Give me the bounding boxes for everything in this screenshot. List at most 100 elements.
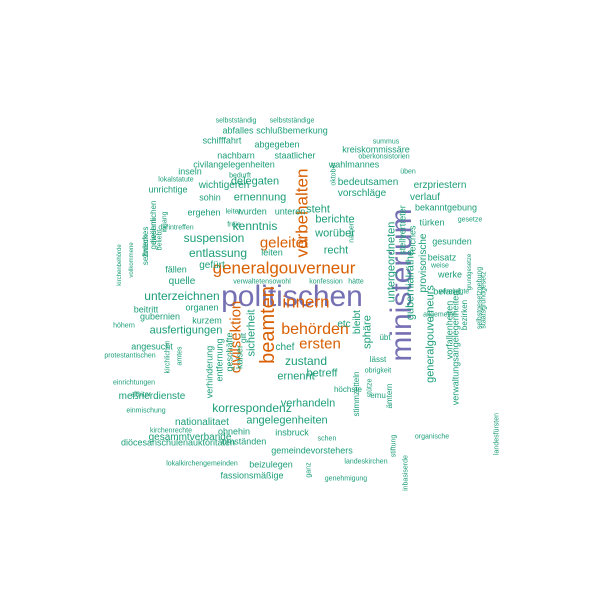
cloud-word: oberkonsistorien [358,153,410,161]
cloud-word: stiftung [390,434,398,458]
cloud-word: worüber [315,227,355,240]
cloud-word: chef [275,342,295,353]
cloud-word: wahlmannes [328,159,380,170]
cloud-word: fällen [165,264,187,275]
cloud-word: kaiser [234,344,245,370]
cloud-word: landesfürsten [493,412,501,456]
cloud-word: oktober [330,162,338,186]
cloud-word: konfession [309,278,343,286]
cloud-word: civilangelegenheiten [193,159,275,170]
cloud-word: schen [317,435,337,443]
cloud-word: abfalles [222,125,254,136]
cloud-word: verlauf [409,192,441,203]
cloud-word: lokalstatute [158,176,194,184]
cloud-word: geschäfte [224,332,235,372]
cloud-word: kenntnis [232,219,278,233]
cloud-word: bedurft [229,172,251,180]
cloud-word: kirchenbehörde [117,244,123,286]
cloud-word: einrichtungen [112,379,156,387]
cloud-word: abgegeben [254,139,300,150]
cloud-word: bleibt [352,310,363,334]
cloud-word: umständen [221,436,267,447]
cloud-word: gubernialräthe [404,249,417,321]
cloud-word: darintreffen [158,224,194,232]
cloud-word: summus [372,138,400,146]
cloud-word: leiten [261,247,283,258]
cloud-word: unrichtige [148,184,188,195]
cloud-word: fassionsmäßige [220,470,284,481]
cloud-word: bezirken [460,299,469,331]
cloud-word: obrigkeit [364,367,392,375]
cloud-word: kirchlichen [164,340,172,374]
cloud-word: bekanntgebung [414,202,478,213]
cloud-word: wurden [237,206,267,217]
cloud-word: protestantischen [104,352,156,360]
cloud-word: berichte [315,213,355,226]
cloud-word: behörden [281,321,349,338]
cloud-word: vollkommene [129,242,135,278]
cloud-word: entfernung [214,338,225,382]
cloud-word: sohin [199,192,221,203]
cloud-word: inseln [178,166,202,177]
cloud-word: emu [370,391,386,400]
cloud-word: staatsgrundgesetz [480,271,488,329]
cloud-word: arbiter [131,391,151,399]
cloud-word: einmischung [126,407,166,415]
cloud-word: entlassung [188,246,248,260]
cloud-word: verhinderung [204,345,215,399]
cloud-word: sicherheit [245,309,258,357]
cloud-word: korrespondenz [212,401,292,415]
cloud-word: geleitet [259,234,309,252]
cloud-word: grundgesetze [467,253,473,291]
cloud-word: meßnerdienste [118,391,186,402]
cloud-word: türken [419,217,445,228]
cloud-word: organische [414,433,450,441]
cloud-word: sphäre [361,315,374,349]
cloud-word: unteren [274,206,306,217]
cloud-word: recht [323,244,349,257]
cloud-word: höhern [113,322,135,330]
cloud-word: gesammtverbande [148,432,232,443]
cloud-word: schifffahrt [202,135,242,146]
cloud-word: generalgouverneur [212,258,356,278]
cloud-word: höchste [333,385,363,394]
cloud-word: landeskirchen [344,458,388,466]
cloud-word: beizulegen [249,459,293,470]
cloud-word: organen [185,302,219,313]
cloud-word: stütze [366,378,374,398]
cloud-word: beitritt [133,304,159,315]
cloud-word: verhandeln [280,397,336,410]
cloud-word: ohnehin [217,426,251,437]
cloud-word: lässt [369,355,387,364]
cloud-word: wichtigeren [198,180,250,191]
cloud-word: ergehen [187,207,221,218]
cloud-word: kirchenrechte [149,427,193,435]
cloud-word: ausfertigungen [149,324,223,337]
cloud-word: nationalitaet [175,417,229,428]
cloud-word: nachbarn [217,150,255,161]
cloud-word: lokalkirchengemeinden [166,460,238,468]
cloud-word: gilt [239,332,248,344]
cloud-word: angelegenheiten [246,414,328,427]
cloud-word: quelle [168,276,196,287]
cloud-word: ernennung [233,191,287,204]
cloud-word: genehmigung [324,475,368,483]
cloud-word: freie [227,221,241,229]
cloud-word: amtes [176,346,184,366]
cloud-word: insbruck [275,427,309,438]
cloud-word: unterzeichnen [144,289,220,303]
cloud-word: kurzem [192,315,222,326]
cloud-word: innern [282,292,330,312]
cloud-word: gemeindevorstehers [271,445,353,456]
cloud-word: übt [379,333,391,342]
cloud-word: selbstständige [269,117,315,125]
cloud-word: suspension [183,231,245,245]
cloud-word: generalgouverneurs [424,285,437,383]
cloud-word: untergeordneten [385,221,398,303]
cloud-word: namen [348,221,356,243]
cloud-word: etc [337,319,351,330]
cloud-word: stellvertreter [397,205,408,255]
cloud-word: gubernien [139,311,181,322]
cloud-word: vereinigte [438,288,470,296]
